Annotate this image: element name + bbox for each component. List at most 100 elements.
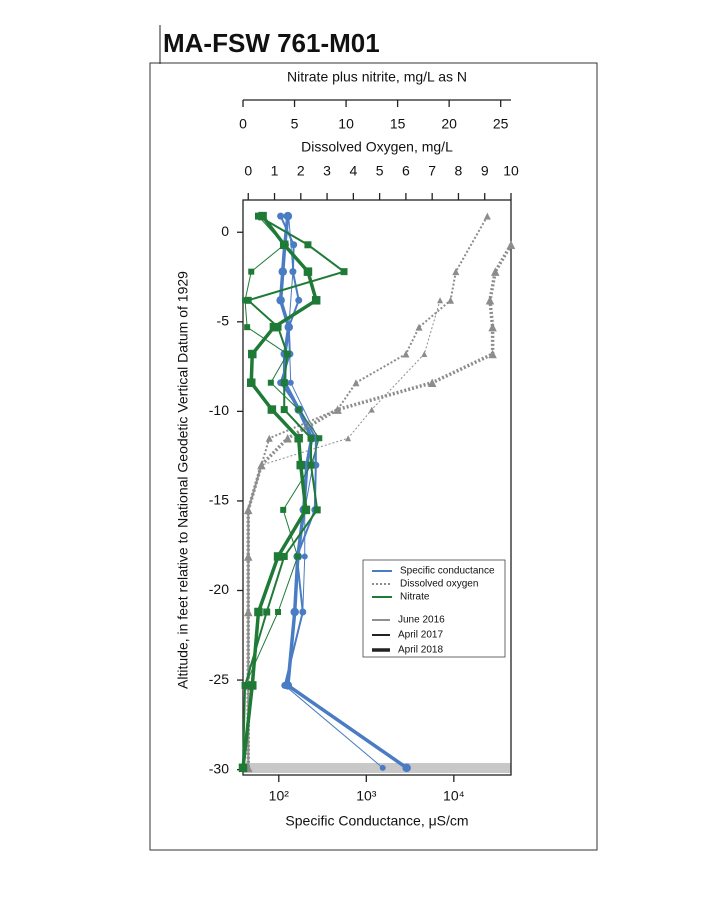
- data-point: [284, 322, 294, 332]
- x-tick-label: 2: [297, 163, 305, 179]
- x-tick-label: 20: [441, 116, 457, 132]
- data-point: [485, 296, 495, 305]
- well-bottom-band: [243, 763, 511, 773]
- data-point: [244, 296, 252, 304]
- data-point: [258, 211, 267, 221]
- data-point: [283, 350, 291, 358]
- data-point: [267, 405, 277, 414]
- data-point: [244, 324, 251, 331]
- data-point: [402, 350, 410, 358]
- plot-area: [242, 199, 512, 776]
- data-point: [294, 433, 303, 443]
- data-point: [506, 240, 516, 250]
- data-point: [267, 379, 274, 386]
- legend-label: Dissolved oxygen: [400, 579, 478, 590]
- data-point: [452, 268, 460, 276]
- x-tick-label: 10³: [356, 788, 377, 804]
- x-tick-label: 7: [428, 163, 436, 179]
- x-tick-label: 15: [390, 116, 406, 132]
- profile-line: [247, 300, 441, 768]
- x-tick-label: 10²: [269, 788, 290, 804]
- data-point: [294, 553, 301, 560]
- legend-label: April 2018: [398, 645, 443, 656]
- x-tick-label: 25: [493, 116, 509, 132]
- data-point: [290, 607, 299, 617]
- legend-label: June 2016: [398, 615, 445, 626]
- data-point: [295, 296, 303, 304]
- data-point: [269, 322, 279, 332]
- y-tick-label: -5: [217, 313, 230, 329]
- profile-line: [247, 215, 489, 768]
- data-point: [421, 351, 428, 358]
- data-point: [303, 267, 313, 276]
- data-point: [280, 379, 288, 387]
- data-point: [296, 460, 305, 470]
- x-tick-label: 1: [271, 163, 279, 179]
- data-point: [483, 212, 491, 220]
- data-point: [273, 552, 283, 561]
- data-point: [427, 378, 437, 387]
- data-point: [307, 434, 315, 442]
- data-point: [280, 406, 288, 414]
- x-tick-label: 5: [376, 163, 384, 179]
- data-point: [248, 681, 257, 690]
- data-point: [340, 268, 348, 276]
- data-point: [307, 461, 315, 469]
- data-point: [280, 506, 287, 513]
- x-tick-label: 6: [402, 163, 410, 179]
- data-point: [278, 267, 288, 276]
- data-point: [283, 211, 293, 221]
- y-tick-label: -10: [209, 402, 229, 418]
- profile-line: [246, 243, 513, 768]
- data-point: [311, 296, 321, 305]
- profile-line: [242, 215, 346, 768]
- data-point: [248, 268, 255, 275]
- data-point: [368, 406, 375, 413]
- legend-label: Specific conductance: [400, 566, 495, 577]
- x-tick-label: 3: [323, 163, 331, 179]
- data-point: [246, 378, 256, 387]
- data-point: [352, 379, 360, 387]
- chart-title: MA-FSW 761-M01: [163, 28, 380, 58]
- data-point: [488, 322, 497, 332]
- x-tick-label: 10: [338, 116, 354, 132]
- data-point: [447, 296, 455, 304]
- data-point: [437, 297, 444, 304]
- data-point: [402, 763, 411, 773]
- x-axis-title: Nitrate plus nitrite, mg/L as N: [287, 69, 467, 85]
- data-point: [290, 241, 298, 249]
- data-point: [299, 608, 307, 616]
- data-point: [254, 607, 263, 617]
- y-tick-label: -30: [209, 760, 229, 776]
- x-tick-label: 9: [481, 163, 489, 179]
- data-point: [488, 349, 497, 359]
- y-tick-label: 0: [221, 223, 229, 239]
- data-point: [276, 296, 285, 305]
- x-tick-label: 0: [239, 116, 247, 132]
- data-point: [304, 241, 312, 249]
- data-point: [241, 681, 249, 689]
- data-point: [379, 764, 386, 771]
- data-point: [244, 505, 253, 515]
- legend-label: April 2017: [398, 630, 443, 641]
- data-point: [244, 607, 253, 617]
- data-point: [248, 349, 257, 359]
- data-point: [301, 505, 311, 515]
- y-tick-label: -15: [209, 492, 229, 508]
- data-point: [257, 460, 266, 470]
- data-point: [279, 240, 289, 250]
- x-tick-label: 5: [291, 116, 299, 132]
- x-axis-title: Dissolved Oxygen, mg/L: [301, 139, 453, 155]
- data-point: [295, 406, 302, 413]
- data-point: [490, 267, 500, 276]
- data-point: [313, 506, 321, 514]
- data-point: [283, 681, 293, 690]
- data-point: [244, 552, 253, 561]
- x-tick-label: 10: [503, 163, 519, 179]
- data-point: [345, 435, 352, 442]
- data-point: [289, 268, 297, 276]
- data-point: [333, 405, 342, 414]
- x-tick-label: 10⁴: [443, 788, 465, 804]
- data-point: [415, 323, 423, 331]
